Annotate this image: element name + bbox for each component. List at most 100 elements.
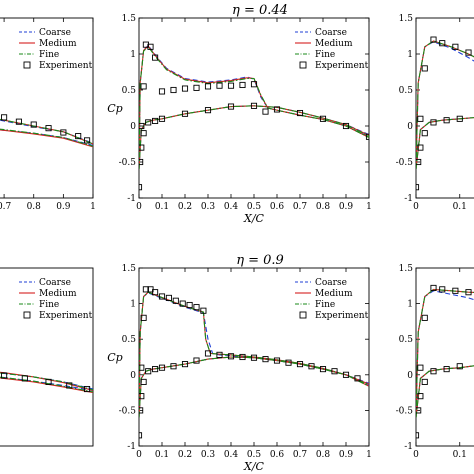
experiment-marker: [342, 122, 350, 130]
experiment-marker: [227, 353, 235, 360]
series-line-fine: [416, 288, 474, 418]
x-tick-label: 0.2: [178, 450, 192, 460]
experiment-marker: [416, 407, 422, 414]
y-axis-label: Cp: [107, 102, 122, 115]
y-tick-label: 1: [130, 50, 136, 60]
x-tick-label: 0.4: [224, 450, 239, 460]
y-tick-label: 1.5: [122, 14, 137, 24]
x-tick-label: 1: [366, 202, 372, 212]
experiment-marker: [204, 107, 212, 114]
experiment-marker: [319, 366, 327, 373]
experiment-marker: [60, 129, 67, 136]
plot-area: [139, 286, 369, 439]
plot-area: [416, 284, 474, 439]
series-line-medium: [0, 129, 93, 148]
experiment-marker: [165, 294, 172, 301]
series-line-medium: [416, 40, 474, 170]
y-tick-label: 0: [130, 371, 136, 381]
experiment-marker: [152, 54, 159, 61]
y-tick-label: -1: [127, 442, 136, 452]
experiment-marker: [465, 289, 472, 296]
y-tick-label: 1.5: [399, 264, 414, 274]
experiment-marker: [193, 84, 200, 91]
experiment-marker: [152, 117, 159, 125]
y-tick-label: 0.5: [399, 86, 414, 96]
experiment-marker: [319, 115, 327, 122]
experiment-marker: [158, 293, 166, 300]
experiment-marker: [21, 375, 28, 382]
x-tick-label: 0.5: [247, 202, 262, 212]
x-axis-label: X/C: [243, 460, 265, 473]
series-line-fine: [0, 376, 93, 393]
legend-swatch-experiment: [299, 311, 307, 319]
y-tick-label: 0: [130, 122, 136, 132]
series-line-medium: [139, 105, 369, 170]
series-line-fine: [416, 365, 474, 418]
series-line-medium: [0, 371, 93, 392]
experiment-marker: [452, 287, 459, 294]
experiment-marker: [308, 363, 315, 370]
experiment-marker: [139, 144, 145, 151]
legend-label-experiment: Experiment: [315, 311, 369, 321]
x-tick-label: 0.9: [339, 202, 354, 212]
experiment-marker: [172, 297, 179, 304]
experiment-marker: [250, 354, 258, 361]
x-tick-label: 0.4: [224, 202, 239, 212]
plot-area: [0, 371, 93, 394]
legend-label-medium: Medium: [39, 39, 77, 49]
legend-label-coarse: Coarse: [315, 278, 347, 288]
experiment-marker: [465, 49, 472, 56]
legend-label-fine: Fine: [39, 50, 59, 60]
series-line-fine: [0, 118, 93, 145]
plot-frame: [0, 267, 94, 447]
experiment-marker: [139, 393, 145, 400]
series-line-medium: [416, 117, 474, 170]
x-tick-label: 0.1: [155, 202, 169, 212]
experiment-marker: [139, 158, 144, 166]
experiment-marker: [456, 363, 463, 370]
y-tick-label: 0: [407, 122, 413, 132]
series-line-coarse: [0, 119, 93, 144]
experiment-marker: [145, 368, 152, 375]
experiment-marker: [170, 86, 177, 94]
panel-top-right: 00.10.2-1-0.500.511.5: [396, 14, 474, 212]
chart-title: η = 0.44: [232, 3, 288, 18]
experiment-marker: [15, 118, 22, 125]
x-tick-label: 0.1: [453, 450, 467, 460]
experiment-marker: [342, 371, 350, 378]
y-tick-label: 0.5: [122, 335, 137, 345]
experiment-marker: [421, 65, 428, 72]
panel-top-left: .50.60.70.80.91CoarseMediumFineExperimen…: [0, 17, 96, 212]
series-line-fine: [139, 105, 369, 170]
x-tick-label: 0: [413, 450, 419, 460]
experiment-marker: [140, 130, 147, 137]
experiment-marker: [354, 375, 361, 382]
experiment-marker: [140, 378, 147, 385]
experiment-marker: [296, 109, 304, 117]
experiment-marker: [430, 284, 437, 291]
experiment-marker: [416, 158, 422, 166]
experiment-marker: [139, 122, 145, 130]
experiment-marker: [1, 372, 8, 379]
series-line-fine: [416, 40, 474, 170]
experiment-marker: [142, 286, 149, 293]
experiment-marker: [152, 289, 159, 296]
legend-label-medium: Medium: [315, 289, 353, 299]
experiment-marker: [421, 130, 428, 137]
experiment-marker: [443, 366, 450, 373]
x-tick-label: 0.6: [270, 450, 285, 460]
experiment-marker: [139, 432, 143, 439]
experiment-marker: [193, 357, 200, 364]
experiment-marker: [139, 184, 143, 191]
experiment-marker: [204, 83, 212, 90]
experiment-marker: [417, 364, 424, 371]
x-tick-label: 0.8: [316, 450, 331, 460]
plot-area: [139, 41, 369, 191]
x-tick-label: 0: [136, 202, 142, 212]
x-tick-label: 0.8: [316, 202, 331, 212]
x-tick-label: 0.5: [247, 450, 262, 460]
experiment-marker: [273, 357, 281, 364]
